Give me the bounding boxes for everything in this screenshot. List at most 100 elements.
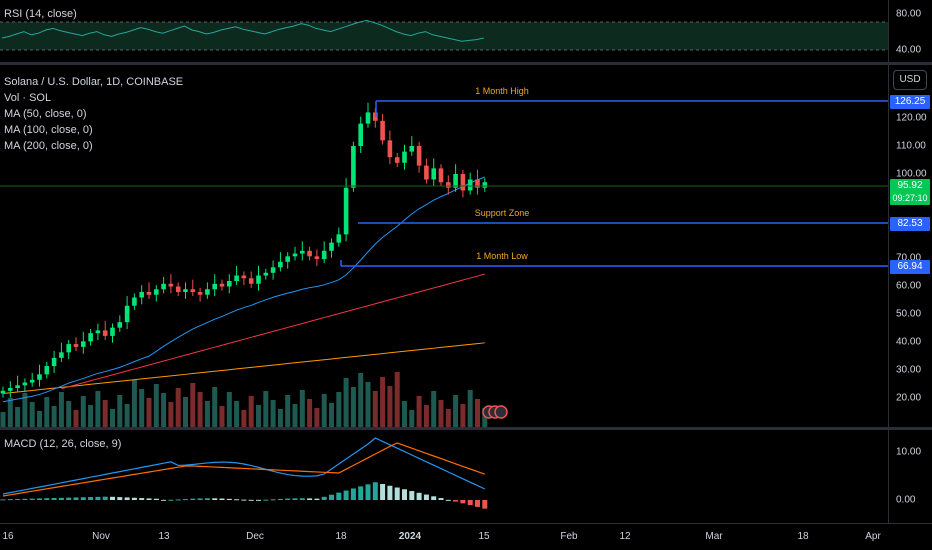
macd-histogram-bar: [445, 499, 451, 501]
volume-bar: [161, 393, 167, 427]
macd-histogram-bar: [241, 499, 247, 501]
volume-bar: [58, 392, 64, 427]
candle: [190, 289, 196, 292]
macd-histogram-bar: [277, 498, 283, 500]
macd-histogram-bar: [402, 489, 407, 500]
volume-bar: [467, 390, 473, 427]
currency-button[interactable]: USD: [893, 70, 927, 90]
candle: [402, 151, 407, 163]
ma100-legend[interactable]: MA (100, close, 0): [4, 124, 93, 136]
time-axis[interactable]: [0, 523, 932, 550]
time-label: 15: [478, 531, 490, 542]
macd-histogram-bar: [358, 486, 364, 500]
volume-bar: [197, 392, 203, 427]
candle: [278, 261, 283, 268]
candle: [343, 187, 349, 235]
time-label: Nov: [92, 531, 110, 542]
rsi-legend: RSI (14, close): [4, 8, 77, 20]
candle: [336, 234, 342, 243]
pane-separator[interactable]: [0, 427, 932, 430]
price-label: 20.00: [896, 392, 922, 404]
volume-bar: [350, 387, 356, 427]
candle: [175, 286, 181, 292]
macd-histogram-bar: [460, 500, 466, 504]
volume-bar: [234, 401, 240, 427]
candle: [234, 275, 239, 282]
volume-legend[interactable]: Vol · SOL: [4, 92, 52, 104]
volume-bar: [285, 395, 291, 427]
volume-bar: [146, 398, 152, 427]
candle: [110, 327, 115, 336]
macd-histogram-bar: [365, 484, 371, 500]
macd-histogram-bar: [44, 498, 50, 500]
candle: [241, 275, 247, 279]
price-pane[interactable]: Solana / U.S. Dollar, 1D, COINBASE Vol ·…: [0, 65, 888, 427]
macd-histogram-bar: [248, 499, 254, 501]
price-axis[interactable]: [888, 65, 932, 427]
candle: [0, 390, 6, 394]
volume-bar: [117, 395, 123, 427]
volume-bar: [387, 386, 393, 427]
macd-histogram-bar: [146, 498, 152, 500]
candle: [146, 291, 152, 295]
ma50-legend[interactable]: MA (50, close, 0): [4, 108, 87, 120]
candle: [285, 256, 290, 262]
current-price-value: 95.92: [897, 180, 923, 191]
ma50-line: [2, 176, 485, 403]
volume-bar: [423, 405, 429, 427]
candle: [387, 140, 393, 158]
volume-bar: [37, 411, 42, 427]
macd-histogram-bar: [299, 498, 305, 500]
rsi-axis[interactable]: [888, 0, 932, 62]
volume-bar: [248, 396, 254, 427]
volume-bar: [15, 407, 21, 427]
macd-histogram-bar: [321, 496, 327, 500]
time-label: Apr: [865, 531, 881, 542]
macd-legend[interactable]: MACD (12, 26, close, 9): [4, 438, 122, 450]
volume-bar: [365, 382, 371, 427]
candle: [307, 250, 312, 257]
support-price-tag: 82.53: [890, 217, 930, 231]
macd-histogram-bar: [183, 499, 188, 501]
candle: [248, 278, 254, 284]
candle: [351, 146, 356, 188]
macd-histogram-bar: [175, 499, 181, 501]
month-low-price-tag: 66.94: [890, 260, 930, 274]
macd-histogram-bar: [168, 499, 174, 501]
volume-bar: [51, 406, 57, 427]
candle: [446, 182, 451, 188]
macd-histogram-bar: [329, 494, 334, 500]
volume-bar: [204, 401, 210, 427]
macd-histogram-bar: [66, 497, 72, 500]
macd-histogram-bar: [467, 500, 473, 506]
volume-bar: [153, 384, 159, 427]
macd-histogram-bar: [131, 497, 137, 500]
symbol-legend[interactable]: Solana / U.S. Dollar, 1D, COINBASE: [4, 76, 184, 88]
price-label: 120.00: [896, 112, 927, 124]
candle: [102, 330, 108, 336]
volume-bar: [124, 404, 130, 427]
time-label: 16: [2, 531, 14, 542]
volume-bar: [263, 391, 269, 427]
rsi-pane[interactable]: RSI (14, close): [0, 0, 888, 62]
rsi-level-low: 40.00: [896, 44, 922, 56]
candle: [88, 333, 93, 342]
volume-bar: [299, 390, 305, 427]
candle: [438, 168, 444, 183]
ma200-legend[interactable]: MA (200, close, 0): [4, 140, 93, 152]
volume-bar: [175, 388, 181, 427]
volume-bar: [438, 400, 444, 427]
volume-bar: [66, 401, 72, 427]
pane-separator[interactable]: [0, 62, 932, 65]
month-high-annotation: 1 Month High: [475, 86, 529, 96]
volume-bar: [358, 373, 364, 427]
macd-axis[interactable]: [888, 430, 932, 523]
volume-bar: [482, 408, 488, 427]
candle: [270, 267, 276, 273]
macd-pane[interactable]: MACD (12, 26, close, 9): [0, 430, 888, 523]
month-low-annotation: 1 Month Low: [476, 251, 528, 261]
candle: [409, 146, 415, 152]
candle: [8, 388, 13, 391]
candle: [95, 330, 101, 334]
price-label: 40.00: [896, 336, 922, 348]
